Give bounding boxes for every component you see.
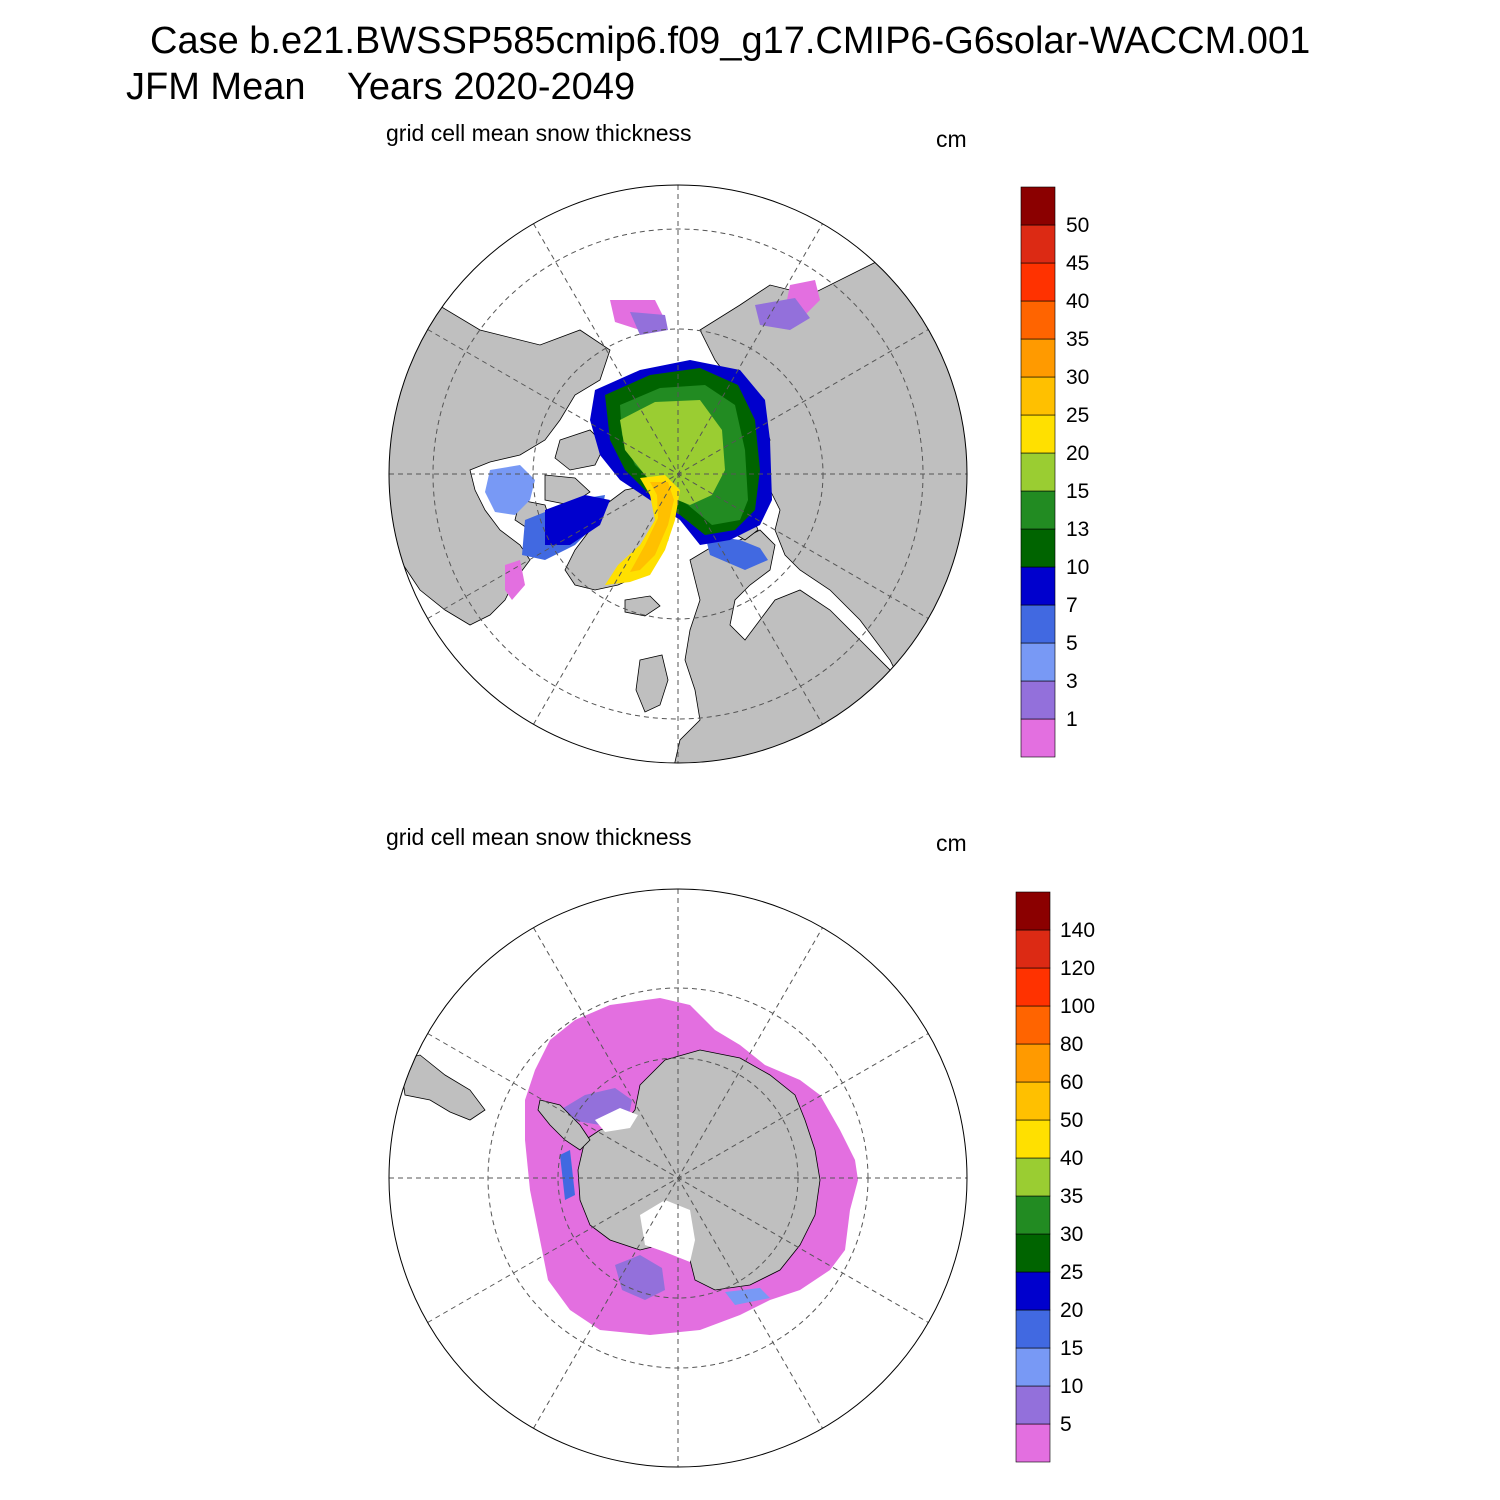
colorbar-swatch	[1020, 338, 1056, 378]
snow-class-3-5cm	[755, 298, 810, 330]
snow-class-5-7cm-hudson-bay	[485, 465, 535, 515]
colorbar-swatch	[1015, 1195, 1051, 1235]
colorbar-tick-label: 120	[1060, 957, 1095, 980]
colorbar-tick-label: 50	[1066, 214, 1089, 237]
colorbar-swatch	[1015, 1081, 1051, 1121]
arctic-panel-title: grid cell mean snow thickness	[386, 120, 692, 146]
iceland-landmass	[624, 595, 661, 617]
colorbar-swatch	[1020, 490, 1056, 530]
colorbar-tick-label: 5	[1066, 632, 1078, 655]
colorbar-swatch	[1015, 967, 1051, 1007]
colorbar-swatch	[1015, 1347, 1051, 1387]
colorbar-swatch	[1015, 1423, 1051, 1463]
colorbar-tick-label: 50	[1060, 1109, 1083, 1132]
colorbar-swatch	[1020, 642, 1056, 682]
filchner-ronne-ice-shelf	[595, 1108, 638, 1132]
colorbar-swatch	[1015, 1119, 1051, 1159]
colorbar-tick-label: 15	[1066, 480, 1089, 503]
colorbar-swatch	[1020, 452, 1056, 492]
period-title: JFM Mean Years 2020-2049	[126, 66, 636, 108]
colorbar-tick-label: 20	[1066, 442, 1089, 465]
colorbar-swatch	[1020, 186, 1056, 226]
colorbar-swatch	[1015, 1005, 1051, 1045]
antarctic-graticule	[389, 889, 967, 1467]
colorbar-tick-label: 5	[1060, 1413, 1072, 1436]
british-isles-landmass	[635, 654, 669, 713]
antarctic-map-border	[388, 888, 968, 1468]
colorbar-tick-label: 30	[1066, 366, 1089, 389]
colorbar-tick-label: 30	[1060, 1223, 1083, 1246]
colorbar-tick-label: 10	[1066, 556, 1089, 579]
colorbar-swatch	[1020, 376, 1056, 416]
case-title: Case b.e21.BWSSP585cmip6.f09_g17.CMIP6-G…	[150, 20, 1311, 62]
colorbar-swatch	[1020, 300, 1056, 340]
ross-ice-shelf	[640, 1200, 695, 1262]
colorbar-tick-label: 40	[1066, 290, 1089, 313]
snow-class-30-35cm	[630, 482, 674, 572]
colorbar-swatch	[1020, 224, 1056, 264]
colorbar-swatch	[1020, 414, 1056, 454]
colorbar-swatch	[1015, 1309, 1051, 1349]
colorbar-tick-label: 10	[1060, 1375, 1083, 1398]
colorbar-tick-label: 25	[1066, 404, 1089, 427]
colorbar-tick-label: 140	[1060, 919, 1095, 942]
colorbar-swatch	[1020, 262, 1056, 302]
colorbar-swatch	[1020, 528, 1056, 568]
colorbar-tick-label: 7	[1066, 594, 1078, 617]
antarctic-units-label: cm	[936, 830, 967, 856]
colorbar-tick-label: 15	[1060, 1337, 1083, 1360]
snow-class-10-13cm	[545, 495, 610, 545]
colorbar-swatch	[1020, 566, 1056, 606]
colorbar-swatch	[1015, 1385, 1051, 1425]
antarctic-colorbar: 5 10 15 20 25 30 35 40 50 60 80 100 120 140	[1015, 891, 1095, 1463]
antarctic-map	[388, 888, 968, 1468]
colorbar-tick-label: 1	[1066, 708, 1078, 731]
north-america-landmass	[389, 299, 611, 626]
colorbar-tick-label: 60	[1060, 1071, 1083, 1094]
arctic-units-label: cm	[936, 126, 967, 152]
colorbar-tick-label: 25	[1060, 1261, 1083, 1284]
antarctic-peninsula-landmass	[537, 1099, 591, 1151]
colorbar-swatch	[1020, 680, 1056, 720]
colorbar-tick-label: 35	[1066, 328, 1089, 351]
arctic-map	[388, 184, 968, 764]
snow-class-1-3cm	[505, 560, 525, 600]
arctic-map-border	[388, 184, 968, 764]
colorbar-swatch	[1015, 1157, 1051, 1197]
snow-class-10-20cm-coastal	[560, 1150, 575, 1200]
colorbar-swatch	[1015, 1271, 1051, 1311]
arctic-archipelago-island	[554, 429, 606, 471]
colorbar-tick-label: 35	[1060, 1185, 1083, 1208]
snow-class-3-5cm	[630, 312, 668, 335]
colorbar-tick-label: 3	[1066, 670, 1078, 693]
snow-class-10-20cm-coastal	[725, 1288, 770, 1305]
colorbar-swatch	[1015, 891, 1051, 931]
colorbar-swatch	[1020, 718, 1056, 758]
antarctic-panel-title: grid cell mean snow thickness	[386, 824, 692, 850]
colorbar-swatch	[1015, 929, 1051, 969]
colorbar-tick-label: 13	[1066, 518, 1089, 541]
snow-class-20-25cm-central-arctic	[620, 400, 725, 505]
colorbar-tick-label: 20	[1060, 1299, 1083, 1322]
colorbar-tick-label: 45	[1066, 252, 1089, 275]
snow-class-5-10cm-ross	[615, 1255, 665, 1300]
snow-class-7-10cm	[705, 535, 768, 570]
colorbar-tick-label: 100	[1060, 995, 1095, 1018]
colorbar-swatch	[1020, 604, 1056, 644]
colorbar-swatch	[1015, 1233, 1051, 1273]
colorbar-swatch	[1015, 1043, 1051, 1083]
colorbar-tick-label: 40	[1060, 1147, 1083, 1170]
arctic-graticule	[389, 185, 967, 763]
south-america-landmass	[399, 1054, 486, 1121]
colorbar-tick-label: 80	[1060, 1033, 1083, 1056]
